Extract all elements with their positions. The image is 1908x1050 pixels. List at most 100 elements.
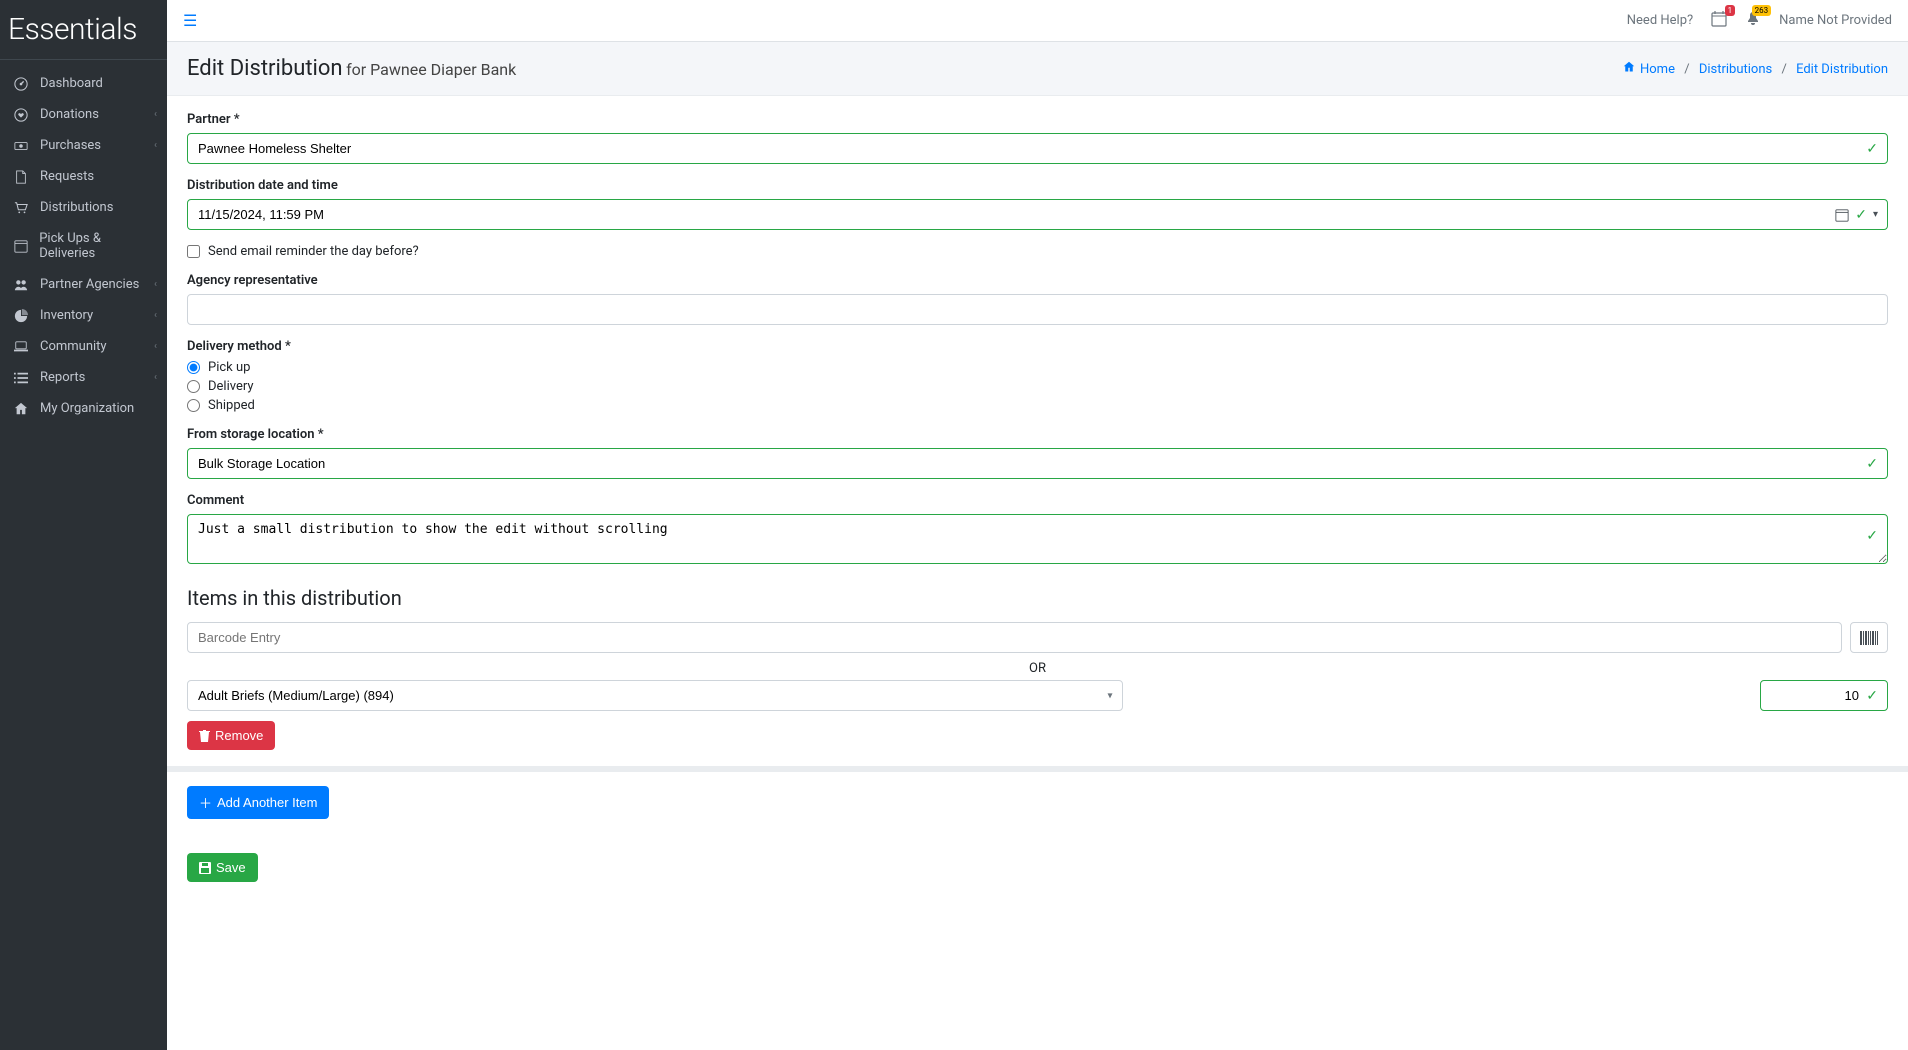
sidebar-item-label: Donations <box>40 107 99 122</box>
home-icon <box>1623 62 1638 77</box>
remove-button[interactable]: Remove <box>187 721 275 750</box>
comment-input[interactable] <box>187 514 1888 564</box>
chevron-left-icon: ‹ <box>154 372 157 383</box>
sidebar-item-partner-agencies[interactable]: Partner Agencies ‹ <box>0 269 167 300</box>
breadcrumb-current[interactable]: Edit Distribution <box>1796 62 1888 77</box>
calendar-input-icon[interactable] <box>1835 208 1849 222</box>
save-icon <box>199 862 211 874</box>
calendar-badge: 1 <box>1725 5 1736 16</box>
calendar-icon[interactable]: 1 <box>1711 11 1727 31</box>
breadcrumb-distributions[interactable]: Distributions <box>1699 62 1772 77</box>
storage-input[interactable] <box>187 448 1888 479</box>
sidebar-item-label: Reports <box>40 370 85 385</box>
add-another-label: Add Another Item <box>217 795 317 810</box>
sidebar-item-label: Partner Agencies <box>40 277 139 292</box>
storage-label: From storage location * <box>187 427 1888 442</box>
sidebar-item-label: My Organization <box>40 401 134 416</box>
trash-icon <box>199 730 210 742</box>
cash-icon <box>12 139 30 153</box>
user-name[interactable]: Name Not Provided <box>1779 13 1892 28</box>
barcode-input[interactable] <box>187 622 1842 653</box>
reminder-label: Send email reminder the day before? <box>208 244 419 259</box>
plus-icon: ＋ <box>199 793 212 812</box>
radio-delivery-label: Delivery <box>208 379 254 394</box>
topbar: ☰ Need Help? 1 263 Name Not Provided <box>167 0 1908 42</box>
save-label: Save <box>216 860 246 875</box>
divider <box>167 766 1908 772</box>
agency-label: Agency representative <box>187 273 1888 288</box>
sidebar-item-label: Purchases <box>40 138 101 153</box>
sidebar-item-my-organization[interactable]: My Organization <box>0 393 167 424</box>
partner-label: Partner * <box>187 112 1888 127</box>
agency-input[interactable] <box>187 294 1888 325</box>
pie-icon <box>12 309 30 323</box>
save-button[interactable]: Save <box>187 853 258 882</box>
partner-input[interactable] <box>187 133 1888 164</box>
content-header: Edit Distribution for Pawnee Diaper Bank… <box>167 42 1908 96</box>
date-label: Distribution date and time <box>187 178 1888 193</box>
nav-list: Dashboard Donations ‹ Purchases ‹ Requests Dis… <box>0 60 167 432</box>
sidebar-item-label: Pick Ups & Deliveries <box>39 231 155 261</box>
brand: Essentials <box>0 0 167 60</box>
laptop-icon <box>12 340 30 354</box>
sidebar-item-label: Dashboard <box>40 76 103 91</box>
sidebar-item-pick-ups-deliveries[interactable]: Pick Ups & Deliveries <box>0 223 167 269</box>
breadcrumb-home[interactable]: Home <box>1640 62 1675 77</box>
chevron-left-icon: ‹ <box>154 310 157 321</box>
sidebar-item-purchases[interactable]: Purchases ‹ <box>0 130 167 161</box>
users-icon <box>12 278 30 292</box>
sidebar-item-requests[interactable]: Requests <box>0 161 167 192</box>
hamburger-icon[interactable]: ☰ <box>183 11 197 30</box>
sidebar: Essentials Dashboard Donations ‹ Purchases ‹… <box>0 0 167 1050</box>
delivery-label: Delivery method * <box>187 339 1888 354</box>
brand-text: Essentials <box>8 12 137 47</box>
item-select[interactable] <box>187 680 1123 711</box>
sidebar-item-label: Community <box>40 339 107 354</box>
radio-shipped[interactable] <box>187 399 200 412</box>
radio-delivery[interactable] <box>187 380 200 393</box>
list-icon <box>12 371 30 385</box>
content-body: Partner * ✓ Distribution date and time ✓… <box>167 96 1908 906</box>
barcode-icon <box>1860 631 1878 645</box>
heart-icon <box>12 108 30 122</box>
home-icon <box>12 402 30 416</box>
add-another-button[interactable]: ＋ Add Another Item <box>187 786 329 819</box>
sidebar-item-community[interactable]: Community ‹ <box>0 331 167 362</box>
gauge-icon <box>12 77 30 91</box>
barcode-button[interactable] <box>1850 622 1888 653</box>
items-section-title: Items in this distribution <box>187 586 1888 610</box>
calendar-icon <box>12 239 29 253</box>
reminder-checkbox[interactable] <box>187 245 200 258</box>
sidebar-item-reports[interactable]: Reports ‹ <box>0 362 167 393</box>
radio-pickup-label: Pick up <box>208 360 250 375</box>
sidebar-item-donations[interactable]: Donations ‹ <box>0 99 167 130</box>
chevron-left-icon: ‹ <box>154 140 157 151</box>
or-text: OR <box>187 661 1888 676</box>
file-icon <box>12 170 30 184</box>
cart-icon <box>12 201 30 215</box>
breadcrumb: Home / Distributions / Edit Distribution <box>1623 61 1888 77</box>
need-help-link[interactable]: Need Help? <box>1627 13 1693 28</box>
date-input-icons: ✓ ▾ <box>1835 207 1878 223</box>
radio-pickup[interactable] <box>187 361 200 374</box>
chevron-left-icon: ‹ <box>154 341 157 352</box>
check-icon: ✓ <box>1866 456 1878 472</box>
sidebar-item-label: Inventory <box>40 308 93 323</box>
main: ☰ Need Help? 1 263 Name Not Provided Edi… <box>167 0 1908 1050</box>
chevron-down-icon[interactable]: ▾ <box>1873 209 1878 220</box>
chevron-left-icon: ‹ <box>154 279 157 290</box>
check-icon: ✓ <box>1866 688 1878 704</box>
sidebar-item-distributions[interactable]: Distributions <box>0 192 167 223</box>
date-input[interactable] <box>187 199 1888 230</box>
check-icon: ✓ <box>1866 528 1878 544</box>
bell-icon[interactable]: 263 <box>1745 11 1761 31</box>
sidebar-item-dashboard[interactable]: Dashboard <box>0 68 167 99</box>
sidebar-item-label: Distributions <box>40 200 113 215</box>
sidebar-item-inventory[interactable]: Inventory ‹ <box>0 300 167 331</box>
sidebar-item-label: Requests <box>40 169 94 184</box>
remove-label: Remove <box>215 728 263 743</box>
bell-badge: 263 <box>1752 5 1772 16</box>
chevron-left-icon: ‹ <box>154 109 157 120</box>
radio-shipped-label: Shipped <box>208 398 255 413</box>
check-icon: ✓ <box>1866 141 1878 157</box>
